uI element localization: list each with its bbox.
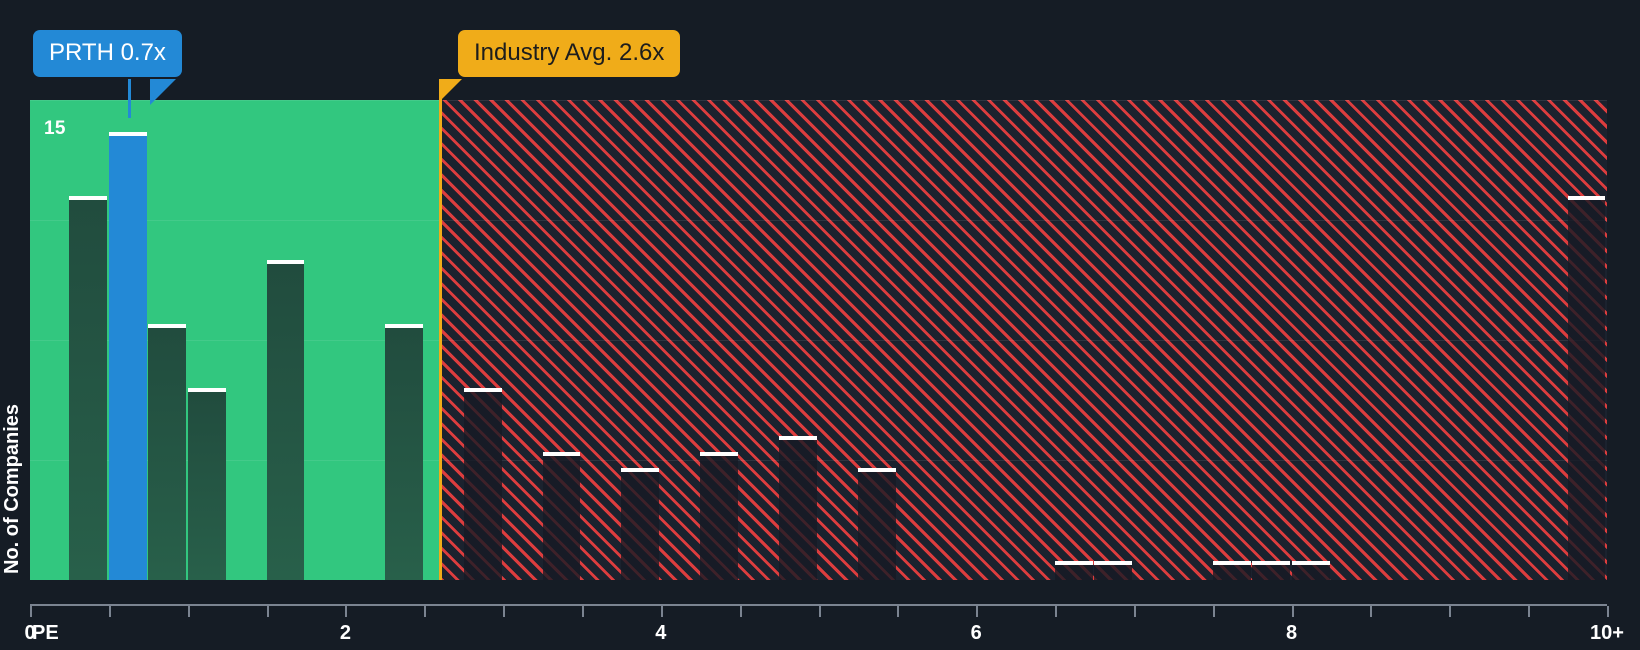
x-tick (818, 606, 821, 617)
bar-body (1567, 200, 1606, 580)
x-tick-label: 0 (24, 622, 36, 644)
x-tick (266, 606, 269, 617)
bar[interactable] (1567, 196, 1606, 580)
bar-cap (187, 388, 226, 392)
bar-cap (266, 260, 305, 264)
bar[interactable] (69, 196, 108, 580)
prth-leader-line (127, 79, 131, 118)
bar[interactable] (857, 468, 896, 580)
bar-cap (779, 436, 817, 440)
bar-cap (108, 132, 147, 136)
bar[interactable] (266, 260, 305, 580)
bar-body (108, 136, 147, 580)
bar-body (148, 328, 187, 580)
bar-body (779, 440, 817, 580)
bar-cap (1252, 560, 1291, 565)
x-axis-line (30, 604, 1607, 606)
bar-cap (542, 452, 581, 456)
bar-cap (1055, 560, 1093, 565)
bar[interactable] (463, 388, 502, 580)
x-tick (976, 606, 979, 617)
x-tick (897, 606, 900, 617)
bar-cap (700, 452, 739, 456)
industry-avg-callout-tail (440, 79, 463, 101)
y-axis-title: No. of Companies (1, 403, 23, 574)
bar-body (384, 328, 423, 580)
x-tick-label: 2 (339, 622, 351, 644)
bar-body (69, 200, 108, 580)
bar-body (463, 392, 502, 580)
bar-cap (857, 468, 896, 472)
industry-avg-callout[interactable]: Industry Avg. 2.6x (458, 30, 681, 78)
x-tick (108, 606, 111, 617)
x-tick (1212, 606, 1215, 617)
x-tick (30, 606, 32, 617)
bar-body (1094, 564, 1133, 580)
gridline (30, 220, 1607, 221)
x-tick (739, 606, 742, 617)
bar[interactable] (187, 388, 226, 580)
bar-cap (384, 324, 423, 328)
prth-callout[interactable]: PRTH 0.7x (33, 30, 182, 78)
gridline (30, 340, 1607, 341)
bar[interactable] (542, 452, 581, 580)
zone-overvalued (440, 100, 1607, 580)
x-tick (424, 606, 427, 617)
bar-cap (1212, 560, 1251, 565)
bar-cap (621, 468, 660, 472)
bar[interactable] (148, 324, 187, 580)
bar-body (700, 456, 739, 580)
bar-body (187, 392, 226, 580)
bar[interactable] (700, 452, 739, 580)
bar[interactable] (1252, 560, 1291, 580)
x-tick-label: 6 (970, 622, 982, 644)
x-axis-title: PE (32, 622, 59, 644)
bar[interactable] (1094, 560, 1133, 580)
x-tick (1449, 606, 1452, 617)
bar[interactable] (108, 132, 147, 580)
y-axis-max-label: 15 (44, 118, 66, 139)
bar-body (542, 456, 581, 580)
bar-cap (463, 388, 502, 392)
gridline (30, 100, 1607, 101)
x-tick (1291, 606, 1294, 617)
x-tick (1607, 606, 1609, 617)
bar[interactable] (621, 468, 660, 580)
x-tick (503, 606, 506, 617)
bar-body (1291, 564, 1330, 580)
bar-body (266, 264, 305, 580)
bar-body (1055, 564, 1093, 580)
x-tick (187, 606, 190, 617)
x-tick (1528, 606, 1531, 617)
gridline (30, 460, 1607, 461)
bar[interactable] (1291, 560, 1330, 580)
bar-cap (69, 196, 108, 200)
bar-cap (1567, 196, 1606, 200)
x-tick-label: 8 (1286, 622, 1298, 644)
x-tick (1055, 606, 1058, 617)
plot-area: 15 No. of Companies (1, 100, 1607, 580)
bar-body (1212, 564, 1251, 580)
x-tick (1370, 606, 1373, 617)
x-tick-label: 10+ (1590, 622, 1624, 644)
bar-cap (1291, 560, 1330, 565)
bar-cap (148, 324, 187, 328)
bar-body (621, 472, 660, 580)
x-tick (660, 606, 663, 617)
x-tick (1133, 606, 1136, 617)
bar-cap (1094, 560, 1133, 565)
prth-callout-tail (150, 79, 176, 105)
bar-body (1252, 564, 1291, 580)
x-tick-label: 4 (655, 622, 667, 644)
bar-body (857, 472, 896, 580)
x-tick (581, 606, 584, 617)
x-tick (345, 606, 348, 617)
industry-avg-leader-line (439, 79, 443, 580)
bar[interactable] (384, 324, 423, 580)
bar[interactable] (1055, 560, 1093, 580)
bar[interactable] (1212, 560, 1251, 580)
bar[interactable] (779, 436, 817, 580)
